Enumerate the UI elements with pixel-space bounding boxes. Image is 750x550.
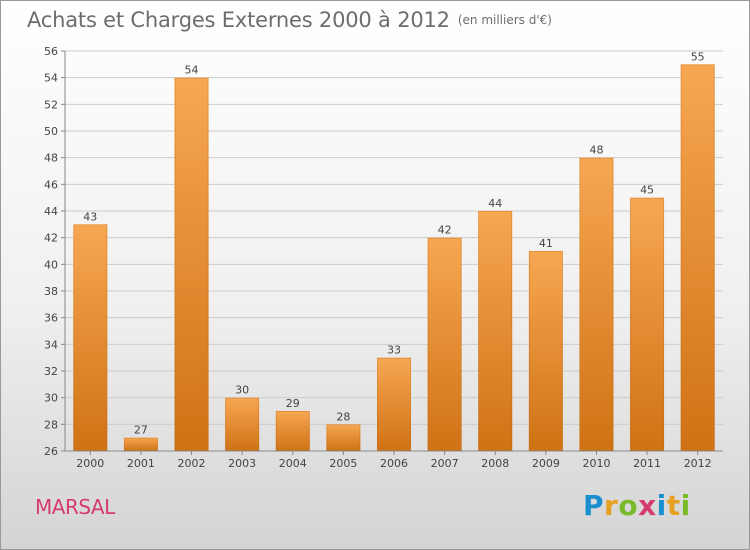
data-label: 33 [387, 344, 401, 357]
data-label: 55 [691, 50, 705, 63]
x-tick-label: 2000 [76, 457, 104, 470]
x-tick-label: 2011 [633, 457, 661, 470]
logo-letter: i [680, 489, 691, 522]
data-label: 42 [438, 224, 452, 237]
y-tick-label: 56 [44, 45, 58, 58]
bar [680, 64, 715, 452]
data-label: 48 [589, 144, 603, 157]
chart-title: Achats et Charges Externes 2000 à 2012 [27, 8, 450, 32]
bar [326, 424, 361, 451]
bar [579, 157, 614, 451]
x-tick-label: 2002 [178, 457, 206, 470]
data-label: 29 [286, 397, 300, 410]
x-tick-label: 2005 [329, 457, 357, 470]
y-tick-label: 28 [44, 418, 58, 431]
bar [630, 197, 665, 451]
logo-letter: t [666, 489, 681, 522]
x-tick-label: 2001 [127, 457, 155, 470]
chart-unit: (en milliers d'€) [457, 13, 552, 27]
bar [528, 251, 563, 451]
bar [427, 237, 462, 451]
y-tick-label: 36 [44, 312, 58, 325]
y-tick-label: 52 [44, 98, 58, 111]
x-tick-label: 2007 [431, 457, 459, 470]
data-label: 28 [336, 410, 350, 423]
x-tick-label: 2003 [228, 457, 256, 470]
proxiti-logo: Proxiti [583, 489, 691, 522]
bar [174, 77, 209, 452]
bar [478, 211, 513, 451]
logo-letter: P [583, 489, 605, 522]
y-tick-label: 30 [44, 392, 58, 405]
axes [61, 50, 723, 455]
bar [73, 224, 108, 451]
x-tick-label: 2004 [279, 457, 307, 470]
data-label: 44 [488, 197, 502, 210]
bar [377, 357, 411, 451]
x-tick-label: 2010 [582, 457, 610, 470]
bars [73, 64, 715, 452]
y-tick-label: 44 [44, 205, 58, 218]
data-label: 30 [235, 384, 249, 397]
x-tick-label: 2012 [684, 457, 712, 470]
x-tick-label: 2008 [481, 457, 509, 470]
labels: 26 28 30 32 34 36 38 40 42 44 46 48 50 52 54 56 43 2000 27… [44, 45, 712, 470]
y-tick-label: 32 [44, 365, 58, 378]
place-name: MARSAL [35, 495, 115, 519]
logo-letter: o [618, 489, 639, 522]
data-label: 43 [83, 210, 97, 223]
chart-header: Achats et Charges Externes 2000 à 2012 (e… [27, 8, 552, 32]
y-tick-label: 26 [44, 445, 58, 458]
data-label: 27 [134, 424, 148, 437]
y-tick-label: 34 [44, 338, 58, 351]
bar [275, 411, 310, 451]
x-tick-label: 2009 [532, 457, 560, 470]
y-tick-label: 42 [44, 232, 58, 245]
y-tick-label: 46 [44, 178, 58, 191]
y-tick-label: 54 [44, 72, 58, 85]
y-tick-label: 40 [44, 258, 58, 271]
data-label: 41 [539, 237, 553, 250]
bar [225, 397, 260, 451]
logo-letter: r [604, 489, 619, 522]
logo-letter: x [638, 489, 657, 522]
y-tick-label: 50 [44, 125, 58, 138]
x-tick-label: 2006 [380, 457, 408, 470]
y-tick-label: 38 [44, 285, 58, 298]
data-label: 54 [185, 64, 199, 77]
logo-letter: i [656, 489, 667, 522]
data-label: 45 [640, 184, 654, 197]
bar [123, 437, 158, 451]
y-tick-label: 48 [44, 152, 58, 165]
